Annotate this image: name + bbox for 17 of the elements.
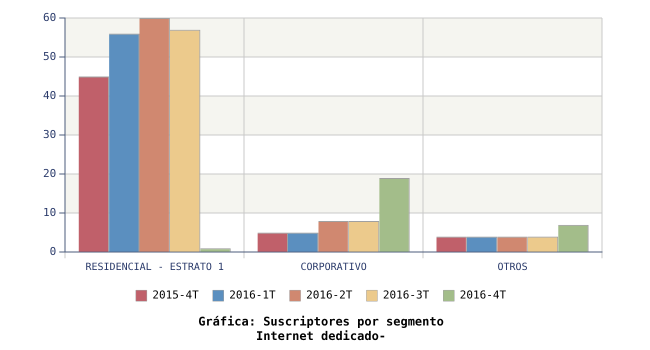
y-tick-label: 0 [50,245,56,258]
y-tick-label: 20 [42,166,56,180]
legend-label: 2016-3T [382,288,430,302]
legend-label: 2016-4T [460,288,507,302]
y-tick-label: 60 [42,10,56,24]
y-tick-label: 40 [42,88,56,102]
text: Gráfica: Suscriptores por segmento [198,314,444,329]
x-tick-label: CORPORATIVO [300,262,367,273]
legend-label: 2016-1T [229,288,276,302]
x-tick-label: OTROS [497,262,528,273]
y-tick-label: 10 [42,206,56,220]
y-tick-label: 50 [42,50,56,63]
legend-label: 2015-4T [152,288,200,302]
legend-label: 2016-2T [306,288,353,302]
text: Internet dedicado- [256,328,386,343]
x-tick-label: RESIDENCIAL - ESTRATO 1 [85,262,224,273]
y-tick-label: 30 [42,128,56,141]
